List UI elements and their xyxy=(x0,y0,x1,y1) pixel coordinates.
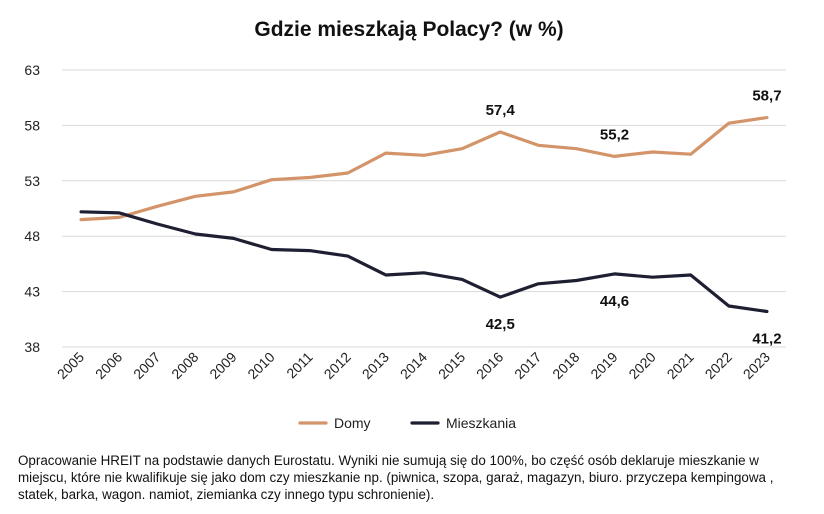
x-tick-label: 2010 xyxy=(244,349,277,382)
x-tick-label: 2017 xyxy=(511,349,544,382)
legend-label-domy: Domy xyxy=(334,415,371,431)
data-label: 41,2 xyxy=(752,331,781,348)
y-tick-label: 48 xyxy=(24,228,40,244)
x-tick-label: 2019 xyxy=(587,349,620,382)
x-tick-label: 2022 xyxy=(702,349,735,382)
x-tick-label: 2021 xyxy=(664,349,697,382)
y-tick-label: 38 xyxy=(24,339,40,355)
x-tick-label: 2016 xyxy=(473,349,506,382)
source-footnote: Opracowanie HREIT na podstawie danych Eu… xyxy=(18,453,774,502)
x-tick-label: 2014 xyxy=(397,349,430,382)
x-tick-label: 2020 xyxy=(625,349,658,382)
x-tick-label: 2018 xyxy=(549,349,582,382)
y-tick-label: 43 xyxy=(24,284,40,300)
data-label: 58,7 xyxy=(752,88,781,105)
x-tick-label: 2008 xyxy=(168,349,201,382)
x-tick-label: 2009 xyxy=(206,349,239,382)
data-label: 57,4 xyxy=(486,102,516,119)
x-tick-label: 2006 xyxy=(92,349,125,382)
x-tick-label: 2015 xyxy=(435,349,468,382)
series-line-mieszkania xyxy=(79,210,769,314)
x-tick-label: 2011 xyxy=(283,349,316,382)
x-tick-label: 2007 xyxy=(130,349,163,382)
x-tick-label: 2013 xyxy=(359,349,392,382)
x-tick-label: 2023 xyxy=(740,349,773,382)
x-tick-label: 2012 xyxy=(321,349,354,382)
y-tick-label: 53 xyxy=(24,173,40,189)
legend-label-mieszkania: Mieszkania xyxy=(446,415,516,431)
data-label: 55,2 xyxy=(600,126,629,143)
data-label: 42,5 xyxy=(486,316,515,333)
series-line-domy xyxy=(79,115,769,222)
data-label: 44,6 xyxy=(600,293,629,310)
chart-title: Gdzie mieszkają Polacy? (w %) xyxy=(254,18,563,41)
x-tick-label: 2005 xyxy=(54,349,87,382)
y-tick-label: 63 xyxy=(24,62,40,78)
y-tick-label: 58 xyxy=(24,117,40,133)
